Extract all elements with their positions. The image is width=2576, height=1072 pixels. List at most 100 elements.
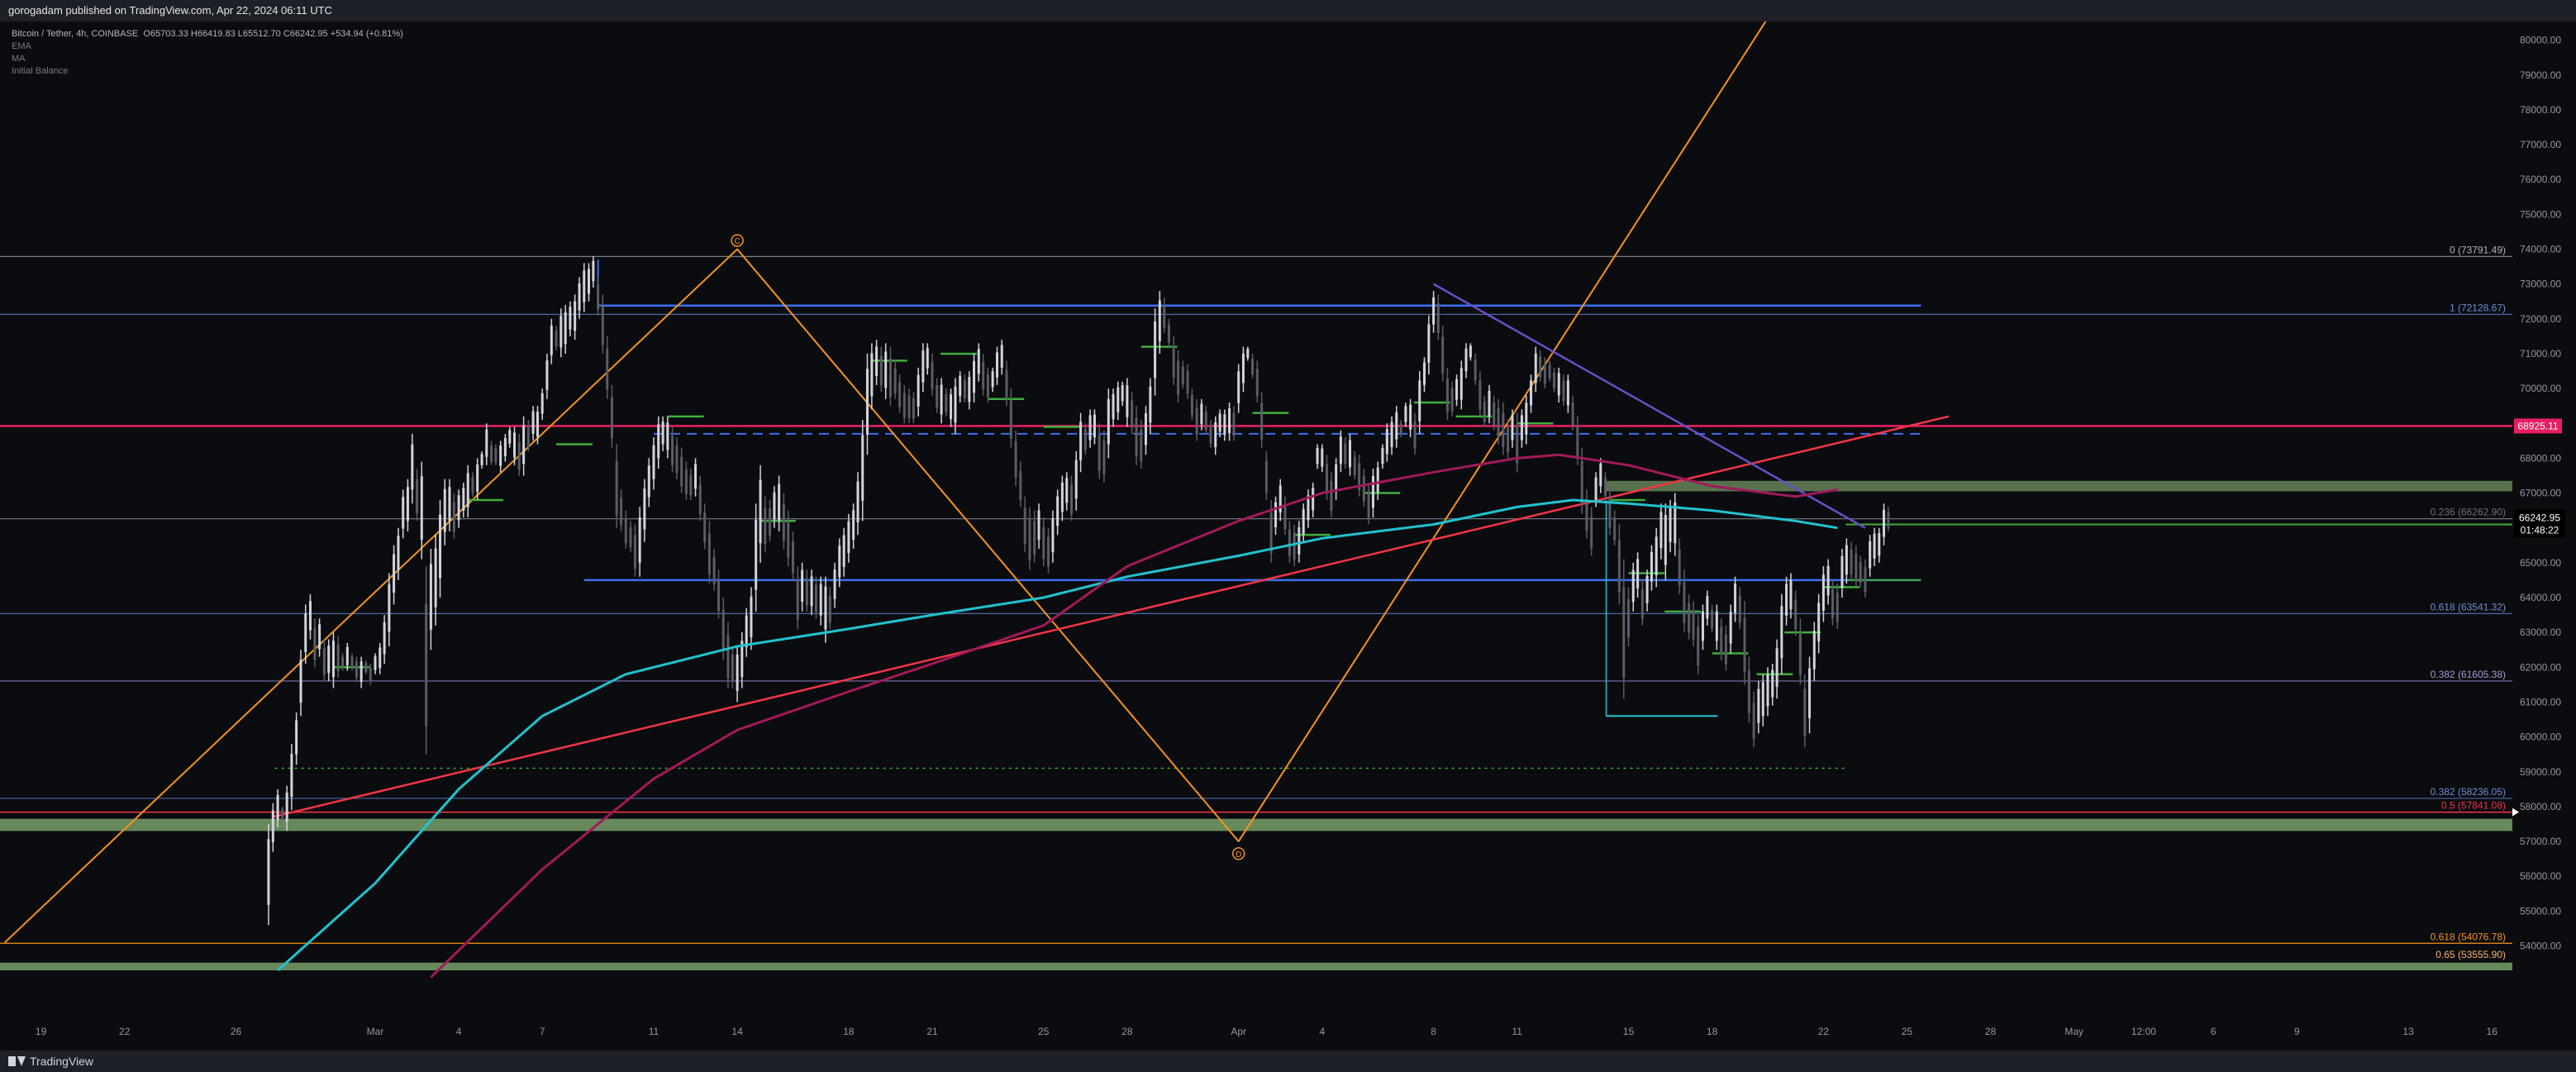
candle-body: [1747, 669, 1750, 713]
candle-body: [545, 360, 549, 390]
fib-label: 0.5 (57841.08): [2441, 800, 2506, 812]
legend-symbol-row: Bitcoin / Tether, 4h, COINBASE O65703.33…: [12, 28, 403, 40]
candle-body: [1785, 584, 1788, 616]
candle-body: [425, 603, 428, 727]
candle-body: [276, 794, 279, 820]
price-tick: 58000.00: [2520, 801, 2561, 812]
candle-body: [703, 512, 707, 542]
ascending-trendline: [272, 415, 1950, 818]
candle-body: [977, 349, 980, 374]
candle-body: [1878, 533, 1881, 556]
candle-body: [633, 535, 636, 569]
candle-body: [1432, 297, 1436, 325]
fib-label: 0.618 (54076.78): [2431, 931, 2506, 942]
candle-body: [601, 306, 604, 345]
tradingview-logo[interactable]: TradingView: [8, 1055, 93, 1068]
candle-body: [707, 533, 711, 574]
candle-body: [1507, 427, 1510, 453]
candle-body: [462, 488, 465, 511]
candle-body: [393, 554, 396, 593]
price-tick: 75000.00: [2520, 208, 2561, 220]
candle-body: [1678, 549, 1681, 586]
price-tick: 73000.00: [2520, 279, 2561, 290]
price-chart[interactable]: CD1.382 (80716.02)0 (73791.49)1 (72128.6…: [0, 21, 2576, 1051]
candle-body: [1692, 610, 1695, 640]
time-tick: 14: [731, 1026, 743, 1037]
legend-ema[interactable]: EMA: [12, 41, 31, 51]
candle-body: [1330, 481, 1333, 511]
candle-body: [1376, 467, 1379, 493]
legend-ma[interactable]: MA: [12, 54, 26, 64]
candle-body: [587, 269, 590, 294]
candle-body: [1307, 495, 1310, 521]
candle-body: [1566, 380, 1569, 406]
candle-body: [888, 358, 892, 398]
time-tick: 13: [2402, 1026, 2414, 1037]
candle-body: [1005, 369, 1008, 399]
candle-body: [991, 371, 994, 388]
candle-body: [1873, 533, 1876, 559]
candle-body: [569, 307, 572, 330]
candle-body: [1775, 648, 1778, 687]
candle-body: [810, 576, 813, 607]
candle-body: [1427, 324, 1431, 363]
fib-label: 0 (73791.49): [2450, 244, 2506, 255]
candle-body: [1316, 447, 1319, 465]
candle-body: [1622, 587, 1626, 678]
candle-body: [1445, 378, 1449, 412]
candle-body: [1734, 583, 1737, 613]
candle-body: [1121, 385, 1124, 402]
candle-body: [1209, 425, 1212, 444]
legend-initial-balance[interactable]: Initial Balance: [12, 66, 69, 76]
candle-body: [331, 641, 335, 678]
candle-body: [1131, 400, 1134, 428]
candle-body: [926, 347, 929, 369]
candle-body: [833, 569, 836, 599]
candle-body: [1241, 353, 1245, 384]
candle-body: [1553, 372, 1556, 388]
candle-body: [819, 584, 822, 616]
candle-body: [513, 432, 516, 458]
time-tick: 11: [649, 1026, 659, 1037]
wave-label: D: [1236, 850, 1241, 860]
axes-layer: 81000.0080000.0079000.0078000.0077000.00…: [0, 21, 2576, 1051]
time-tick: 22: [1818, 1026, 1830, 1037]
candle-body: [689, 474, 693, 496]
wave-label-circle: [1231, 847, 1245, 860]
candle-body: [1743, 617, 1746, 673]
candle-body: [1413, 421, 1417, 449]
candle-body: [1674, 502, 1677, 544]
candle-body: [327, 646, 331, 674]
candle-body: [1803, 688, 1807, 736]
candle-body: [629, 526, 632, 548]
time-tick: 9: [2294, 1026, 2300, 1037]
candle-body: [1321, 448, 1324, 467]
candle-body: [1232, 412, 1236, 436]
candle-body: [406, 487, 409, 522]
candle-body: [917, 374, 920, 407]
candle-body: [750, 596, 753, 638]
candle-body: [1850, 549, 1853, 574]
candle-body: [443, 488, 446, 532]
candle-body: [411, 444, 414, 490]
candle-body: [350, 656, 354, 669]
candle-body: [578, 283, 581, 311]
chart-background: [0, 21, 2576, 1051]
candle-body: [721, 610, 725, 651]
candle-body: [1771, 669, 1774, 698]
candle-body: [1474, 360, 1477, 381]
candle-body: [694, 464, 698, 489]
candle-body: [824, 586, 827, 630]
candle-body: [1404, 406, 1407, 422]
candle-body: [313, 628, 317, 660]
supply-zone-67k: [1606, 480, 2512, 492]
candle-body: [1808, 668, 1812, 718]
price-tick: 55000.00: [2520, 905, 2561, 917]
demand-zone-53k: [0, 962, 2512, 971]
candle-body: [416, 479, 419, 513]
candle-body: [879, 355, 883, 386]
candle-body: [959, 375, 962, 397]
candle-body: [717, 579, 721, 612]
candle-body: [1836, 593, 1839, 622]
candle-body: [369, 668, 372, 682]
